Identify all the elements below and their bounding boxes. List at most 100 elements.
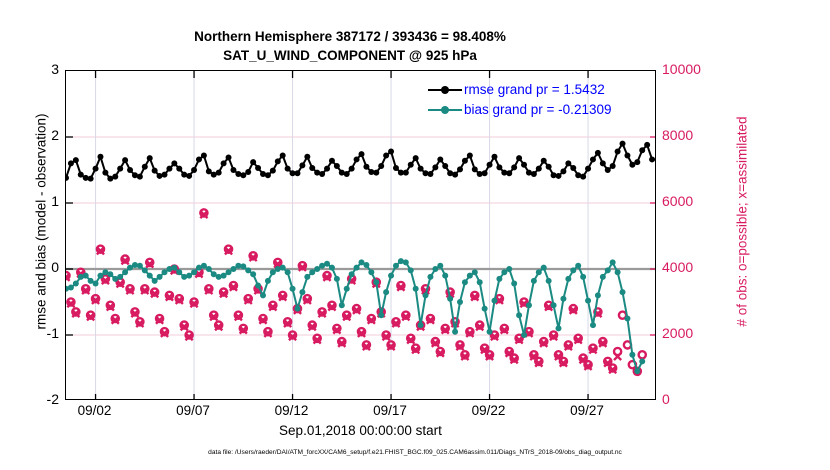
- series-point: [264, 277, 271, 284]
- obs-assimilated-marker: [608, 365, 618, 375]
- series-point: [176, 269, 183, 276]
- obs-assimilated-marker: [297, 262, 307, 272]
- series-point: [378, 163, 385, 170]
- obs-assimilated-marker: [386, 342, 396, 351]
- obs-assimilated-marker: [224, 246, 233, 256]
- obs-assimilated-marker: [327, 302, 337, 312]
- obs-assimilated-marker: [125, 286, 135, 295]
- obs-assimilated-marker: [145, 259, 155, 269]
- obs-assimilated-marker: [322, 272, 332, 282]
- obs-assimilated-marker: [499, 325, 509, 335]
- obs-possible-marker: [351, 303, 362, 314]
- obs-possible-marker: [366, 313, 377, 324]
- obs-assimilated-marker: [396, 282, 406, 292]
- obs-possible-marker: [401, 310, 411, 320]
- series-point: [191, 269, 198, 276]
- series-point: [466, 152, 473, 159]
- series-point: [397, 169, 404, 176]
- series-point: [72, 280, 79, 287]
- series-point: [166, 165, 173, 172]
- obs-possible-marker: [361, 340, 372, 350]
- obs-assimilated-marker: [430, 338, 440, 348]
- obs-possible-marker: [71, 307, 81, 317]
- series-point: [644, 141, 651, 148]
- series-point: [151, 277, 158, 284]
- obs-possible-marker: [149, 287, 160, 297]
- obs-assimilated-marker: [258, 315, 268, 325]
- obs-assimilated-marker: [406, 335, 416, 345]
- obs-assimilated-marker: [588, 345, 598, 355]
- obs-assimilated-marker: [337, 338, 347, 348]
- series-point: [319, 262, 326, 269]
- series-point: [309, 165, 316, 172]
- y2-tick-label: 4000: [662, 259, 694, 275]
- series-point: [195, 264, 202, 271]
- series-point: [452, 328, 459, 335]
- obs-assimilated-marker: [179, 322, 189, 332]
- series-point: [230, 167, 237, 173]
- series-point: [141, 267, 148, 274]
- obs-assimilated-marker: [352, 305, 362, 315]
- legend-label: rmse grand pr = 1.5432: [464, 82, 605, 97]
- series-point: [575, 262, 582, 269]
- obs-possible-marker: [263, 326, 273, 337]
- obs-possible-marker: [184, 330, 194, 340]
- series-point: [634, 368, 641, 375]
- series-point: [407, 267, 414, 274]
- series-point: [432, 164, 439, 171]
- series-point: [77, 273, 84, 280]
- obs-possible-marker: [80, 283, 91, 294]
- series-point: [555, 172, 562, 179]
- obs-possible-marker: [578, 353, 588, 363]
- series-point: [353, 156, 360, 163]
- series-point: [525, 169, 532, 176]
- title-line-2: SAT_U_WIND_COMPONENT @ 925 hPa: [223, 48, 477, 63]
- obs-assimilated-marker: [174, 295, 184, 305]
- series-point: [506, 266, 513, 272]
- series-point: [66, 174, 69, 181]
- series-point: [240, 263, 247, 270]
- series-point: [422, 292, 429, 299]
- obs-possible-marker: [277, 290, 288, 301]
- series-point: [619, 289, 626, 296]
- obs-possible-marker: [154, 313, 165, 324]
- series-point: [461, 279, 468, 286]
- obs-assimilated-marker: [110, 315, 120, 325]
- obs-assimilated-marker: [485, 352, 494, 361]
- series-point: [127, 167, 134, 173]
- series-point: [92, 280, 99, 287]
- series-point: [649, 156, 655, 163]
- obs-assimilated-marker: [283, 319, 293, 328]
- series-point: [639, 147, 646, 154]
- y-axis-right-ticks: 10000 8000 6000 4000 2000 0: [662, 61, 717, 407]
- obs-possible-marker: [504, 346, 515, 357]
- obs-assimilated-marker: [115, 279, 125, 289]
- obs-possible-marker: [282, 316, 293, 327]
- series-point: [284, 165, 291, 172]
- x-tick-label: 09/12: [274, 403, 309, 418]
- obs-assimilated-marker: [357, 328, 366, 338]
- obs-possible-marker: [213, 320, 224, 330]
- series-point: [491, 297, 498, 304]
- series-point: [609, 163, 616, 170]
- series-point: [511, 164, 518, 171]
- series-point: [363, 163, 370, 170]
- x-tick-label: 09/17: [373, 403, 407, 418]
- series-point: [373, 169, 380, 176]
- obs-assimilated-marker: [366, 315, 376, 325]
- series-point: [437, 156, 444, 163]
- series-point: [476, 279, 483, 286]
- obs-assimilated-marker: [440, 325, 450, 335]
- obs-possible-marker: [563, 340, 574, 350]
- legend-marker: [428, 103, 462, 117]
- series-point: [131, 262, 138, 269]
- legend-item: rmse grand pr = 1.5432: [428, 80, 611, 100]
- series-point: [87, 175, 94, 182]
- obs-possible-marker: [430, 336, 441, 347]
- obs-assimilated-marker: [204, 286, 214, 295]
- series-point: [319, 170, 326, 177]
- obs-assimilated-marker: [317, 309, 327, 318]
- obs-possible-marker: [208, 310, 219, 320]
- series-point: [550, 302, 557, 309]
- series-point: [107, 271, 114, 278]
